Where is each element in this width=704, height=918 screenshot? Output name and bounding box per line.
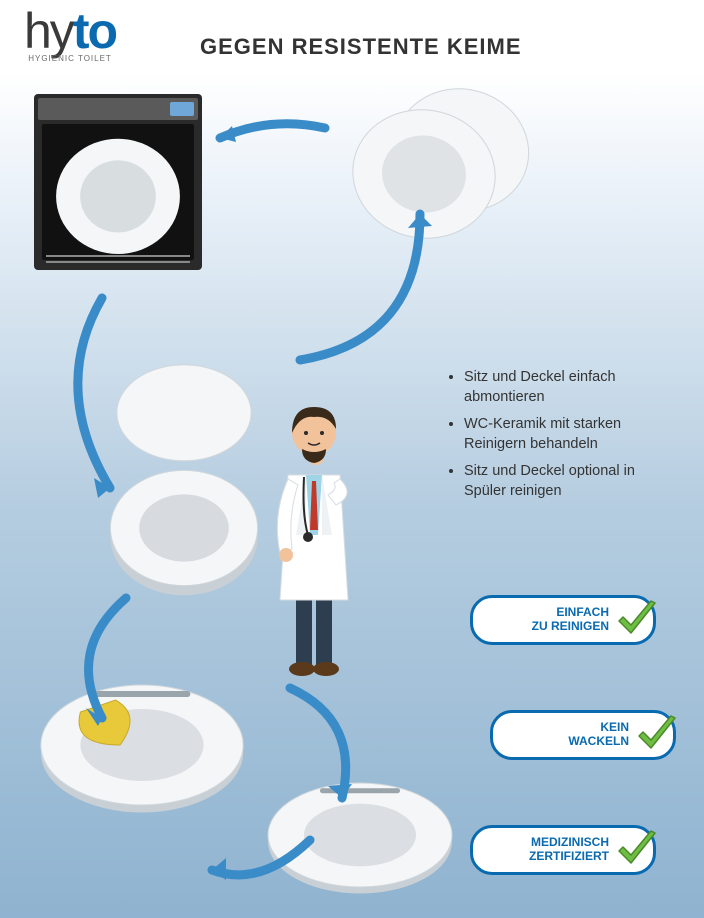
checkmark-icon [613, 827, 659, 873]
logo-tagline: HYGIENIC TOILET [28, 54, 112, 63]
badge-line2: WACKELN [568, 734, 629, 748]
flow-arrow [210, 108, 330, 168]
checkmark-icon [633, 712, 679, 758]
badge-line1: MEDIZINISCH [531, 835, 609, 849]
flow-arrow [200, 830, 320, 900]
badge-line2: ZERTIFIZIERT [529, 849, 609, 863]
badge-line1: KEIN [600, 720, 629, 734]
flow-arrow [290, 200, 440, 370]
checkmark-icon [613, 597, 659, 643]
feature-bullet-list: Sitz und Deckel einfach abmontieren WC-K… [450, 368, 680, 509]
logo-wordmark: hyto [24, 6, 116, 56]
logo-text-plain: hy [24, 3, 73, 59]
flow-arrow [270, 680, 380, 810]
feature-badge: KEIN WACKELN [490, 710, 676, 760]
badge-line2: ZU REINIGEN [532, 619, 609, 633]
page-headline: GEGEN RESISTENTE KEIME [200, 34, 522, 60]
feature-bullet: WC-Keramik mit starken Reinigern behande… [464, 415, 680, 454]
badge-line1: EINFACH [556, 605, 609, 619]
node-dishwasher [32, 92, 204, 272]
feature-bullet: Sitz und Deckel optional in Spüler reini… [464, 462, 680, 501]
feature-bullet: Sitz und Deckel einfach abmontieren [464, 368, 680, 407]
logo-text-accent: to [73, 3, 116, 59]
feature-badge: EINFACH ZU REINIGEN [470, 595, 656, 645]
flow-arrow [56, 590, 156, 730]
flow-arrow [42, 288, 142, 508]
brand-logo: hyto HYGIENIC TOILET [24, 6, 116, 63]
feature-badge: MEDIZINISCH ZERTIFIZIERT [470, 825, 656, 875]
doctor-illustration [258, 385, 368, 690]
